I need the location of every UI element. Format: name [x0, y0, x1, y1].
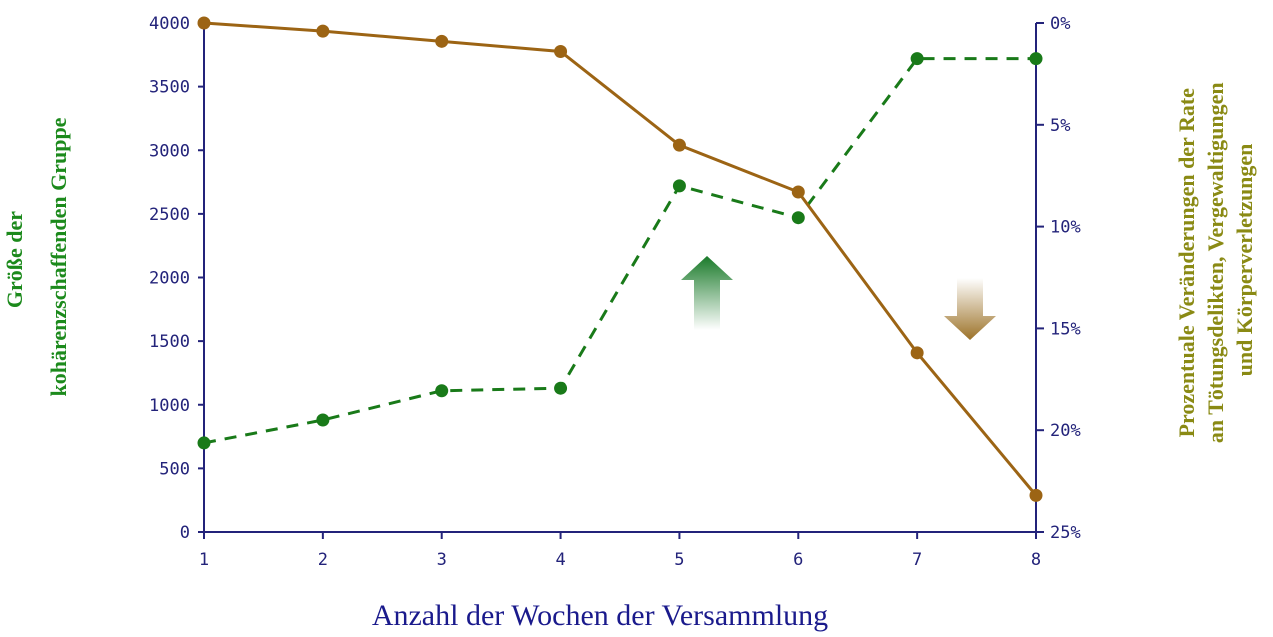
series-1-point — [791, 185, 805, 199]
left-tick-label: 3000 — [149, 141, 190, 161]
x-tick-label: 7 — [912, 550, 922, 570]
series-1-point — [672, 138, 686, 152]
series-0-point — [435, 384, 449, 398]
left-tick-label: 4000 — [149, 14, 190, 34]
series-0-point — [672, 179, 686, 193]
series-1-point — [910, 346, 924, 360]
series-1-point — [1029, 488, 1043, 502]
left-tick-label: 2500 — [149, 205, 190, 225]
right-tick-label: 15% — [1050, 319, 1081, 339]
series-1-point — [554, 45, 568, 59]
right-tick-label: 0% — [1050, 14, 1070, 34]
left-tick-label: 1000 — [149, 396, 190, 416]
down-arrow-icon — [944, 278, 996, 340]
right-tick-label: 20% — [1050, 421, 1081, 441]
series-0-point — [791, 211, 805, 225]
right-axis-label: Prozentuale Veränderungen der Rate an Tö… — [1174, 77, 1257, 443]
x-tick-label: 5 — [674, 550, 684, 570]
x-tick-label: 6 — [793, 550, 803, 570]
series-0-point — [554, 381, 568, 395]
series-0-point — [1029, 52, 1043, 66]
tick-layer: 0 500 1000 1500 2000 2500 3000 3500 4000 0% 5% 10% 1… — [149, 14, 1081, 570]
left-tick-label: 0 — [180, 523, 190, 543]
left-tick-label: 1500 — [149, 332, 190, 352]
series-0-point — [316, 413, 330, 427]
right-tick-label: 10% — [1050, 218, 1081, 238]
series-1-point — [197, 16, 211, 30]
series-layer — [197, 16, 1043, 502]
series-1-point — [435, 34, 449, 48]
series-1-point — [316, 24, 330, 38]
left-tick-label: 3500 — [149, 78, 190, 98]
series-0-point — [197, 436, 211, 450]
series-line-0 — [203, 57, 1036, 445]
left-axis-label: Größe der kohärenzschaffenden Gruppe — [2, 117, 71, 396]
left-tick-label: 2000 — [149, 269, 190, 289]
right-tick-label: 5% — [1050, 116, 1070, 136]
x-tick-label: 1 — [199, 550, 209, 570]
x-axis-label: Anzahl der Wochen der Versammlung — [372, 599, 828, 632]
x-tick-label: 4 — [555, 550, 565, 570]
x-tick-label: 2 — [318, 550, 328, 570]
x-tick-label: 8 — [1031, 550, 1041, 570]
left-tick-label: 500 — [159, 459, 190, 479]
series-line-1 — [203, 21, 1038, 497]
right-tick-label: 25% — [1050, 523, 1081, 543]
x-tick-label: 3 — [437, 550, 447, 570]
up-arrow-icon — [681, 256, 733, 330]
series-0-point — [910, 52, 924, 66]
